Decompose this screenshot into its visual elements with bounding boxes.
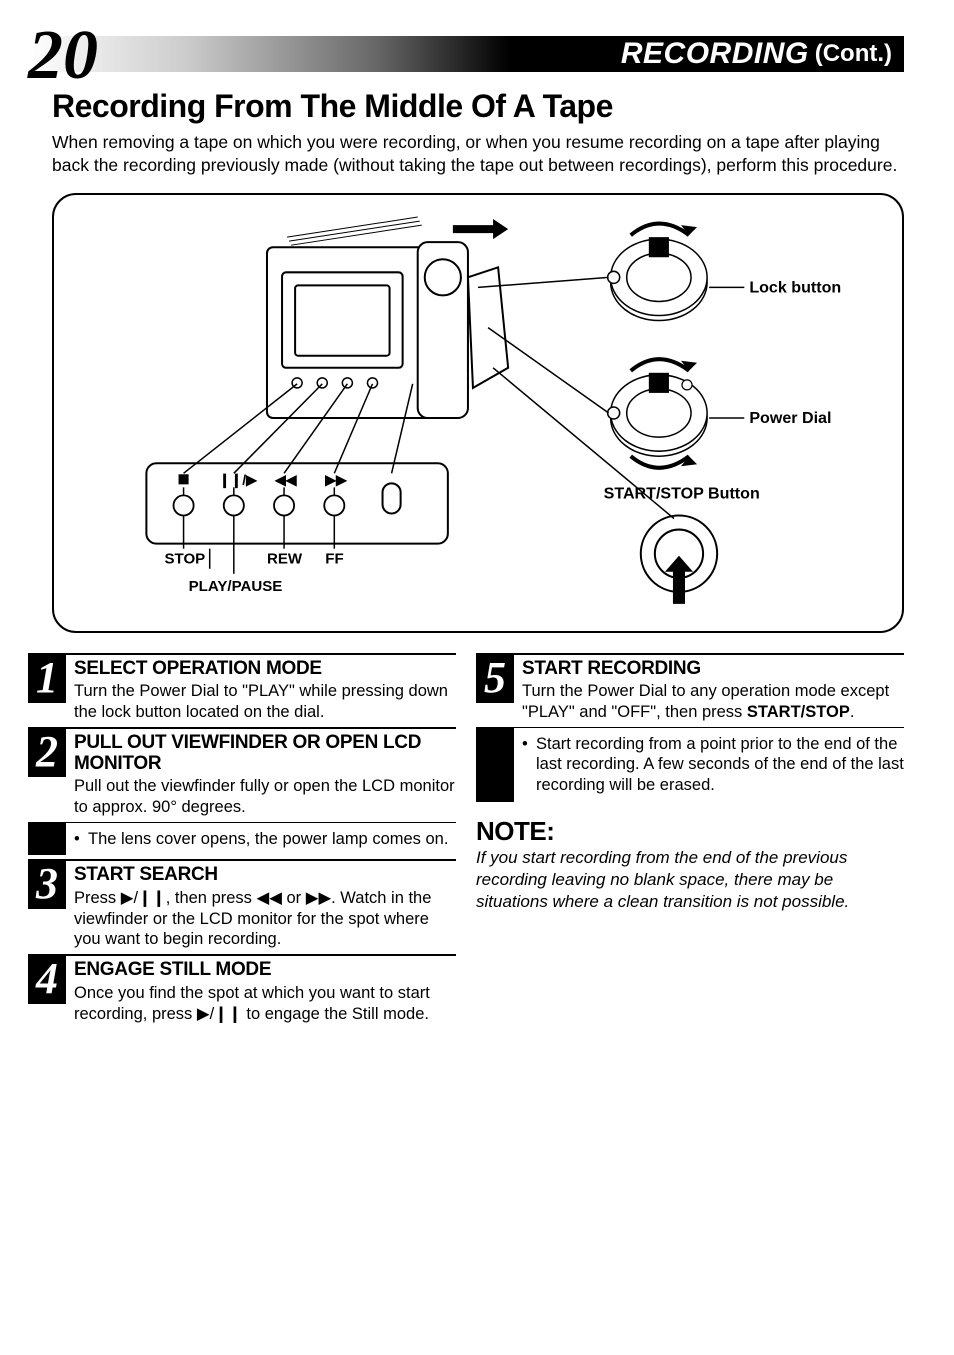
page-header: 20 RECORDING (Cont.) — [28, 30, 904, 78]
step-text: Pull out the viewfinder fully or open th… — [74, 776, 456, 817]
svg-text:◀◀: ◀◀ — [274, 471, 297, 487]
power-dial-label: Power Dial — [749, 409, 831, 427]
bullet-text: The lens cover opens, the power lamp com… — [88, 829, 448, 850]
step-4: 4 ENGAGE STILL MODE Once you find the sp… — [28, 954, 456, 1024]
step-title: ENGAGE STILL MODE — [74, 960, 456, 981]
start-stop-label: START/STOP Button — [604, 484, 760, 502]
black-extension — [28, 822, 66, 856]
step-5-bullet: • Start recording from a point prior to … — [476, 727, 904, 802]
svg-text:▶▶: ▶▶ — [324, 471, 348, 487]
step-title: START SEARCH — [74, 865, 456, 886]
step-1: 1 SELECT OPERATION MODE Turn the Power D… — [28, 653, 456, 723]
step-2-bullet: • The lens cover opens, the power lamp c… — [28, 822, 456, 856]
bullet-icon: • — [522, 734, 536, 796]
diagram-box: Lock button Power Dial START/STOP Button — [52, 193, 904, 633]
header-title: RECORDING — [621, 37, 809, 71]
step-3: 3 START SEARCH Press ▶/❙❙, then press ◀◀… — [28, 859, 456, 950]
step-number: 1 — [28, 653, 66, 703]
note-title: NOTE: — [476, 816, 904, 847]
step-number: 3 — [28, 859, 66, 909]
step-title: SELECT OPERATION MODE — [74, 659, 456, 680]
diagram-svg: Lock button Power Dial START/STOP Button — [66, 207, 890, 619]
header-bar: RECORDING (Cont.) — [28, 36, 904, 72]
step-number: 2 — [28, 727, 66, 777]
step-text: Once you find the spot at which you want… — [74, 983, 456, 1024]
step-5: 5 START RECORDING Turn the Power Dial to… — [476, 653, 904, 723]
svg-text:❙❙/▶: ❙❙/▶ — [219, 471, 258, 488]
section-title: Recording From The Middle Of A Tape — [52, 88, 904, 125]
note-text: If you start recording from the end of t… — [476, 847, 904, 913]
play-pause-label: PLAY/PAUSE — [189, 577, 283, 594]
page-number: 20 — [28, 16, 98, 96]
black-extension — [476, 727, 514, 802]
ff-label: FF — [325, 550, 343, 567]
steps-area: 1 SELECT OPERATION MODE Turn the Power D… — [28, 653, 904, 1029]
stop-label: STOP — [164, 550, 205, 567]
step-title: START RECORDING — [522, 659, 904, 680]
step-text: Turn the Power Dial to "PLAY" while pres… — [74, 681, 456, 722]
header-cont: (Cont.) — [815, 40, 892, 68]
step-text: Turn the Power Dial to any operation mod… — [522, 681, 904, 722]
step-number: 4 — [28, 954, 66, 1004]
steps-right-column: 5 START RECORDING Turn the Power Dial to… — [476, 653, 904, 1029]
step-number: 5 — [476, 653, 514, 703]
step-text: Press ▶/❙❙, then press ◀◀ or ▶▶. Watch i… — [74, 888, 456, 950]
intro-text: When removing a tape on which you were r… — [52, 131, 904, 177]
lock-button-label: Lock button — [749, 278, 841, 296]
step-2: 2 PULL OUT VIEWFINDER OR OPEN LCD MONITO… — [28, 727, 456, 818]
bullet-text: Start recording from a point prior to th… — [536, 734, 904, 796]
steps-left-column: 1 SELECT OPERATION MODE Turn the Power D… — [28, 653, 456, 1029]
step-title: PULL OUT VIEWFINDER OR OPEN LCD MONITOR — [74, 733, 456, 775]
rew-label: REW — [267, 550, 303, 567]
bullet-icon: • — [74, 829, 88, 850]
